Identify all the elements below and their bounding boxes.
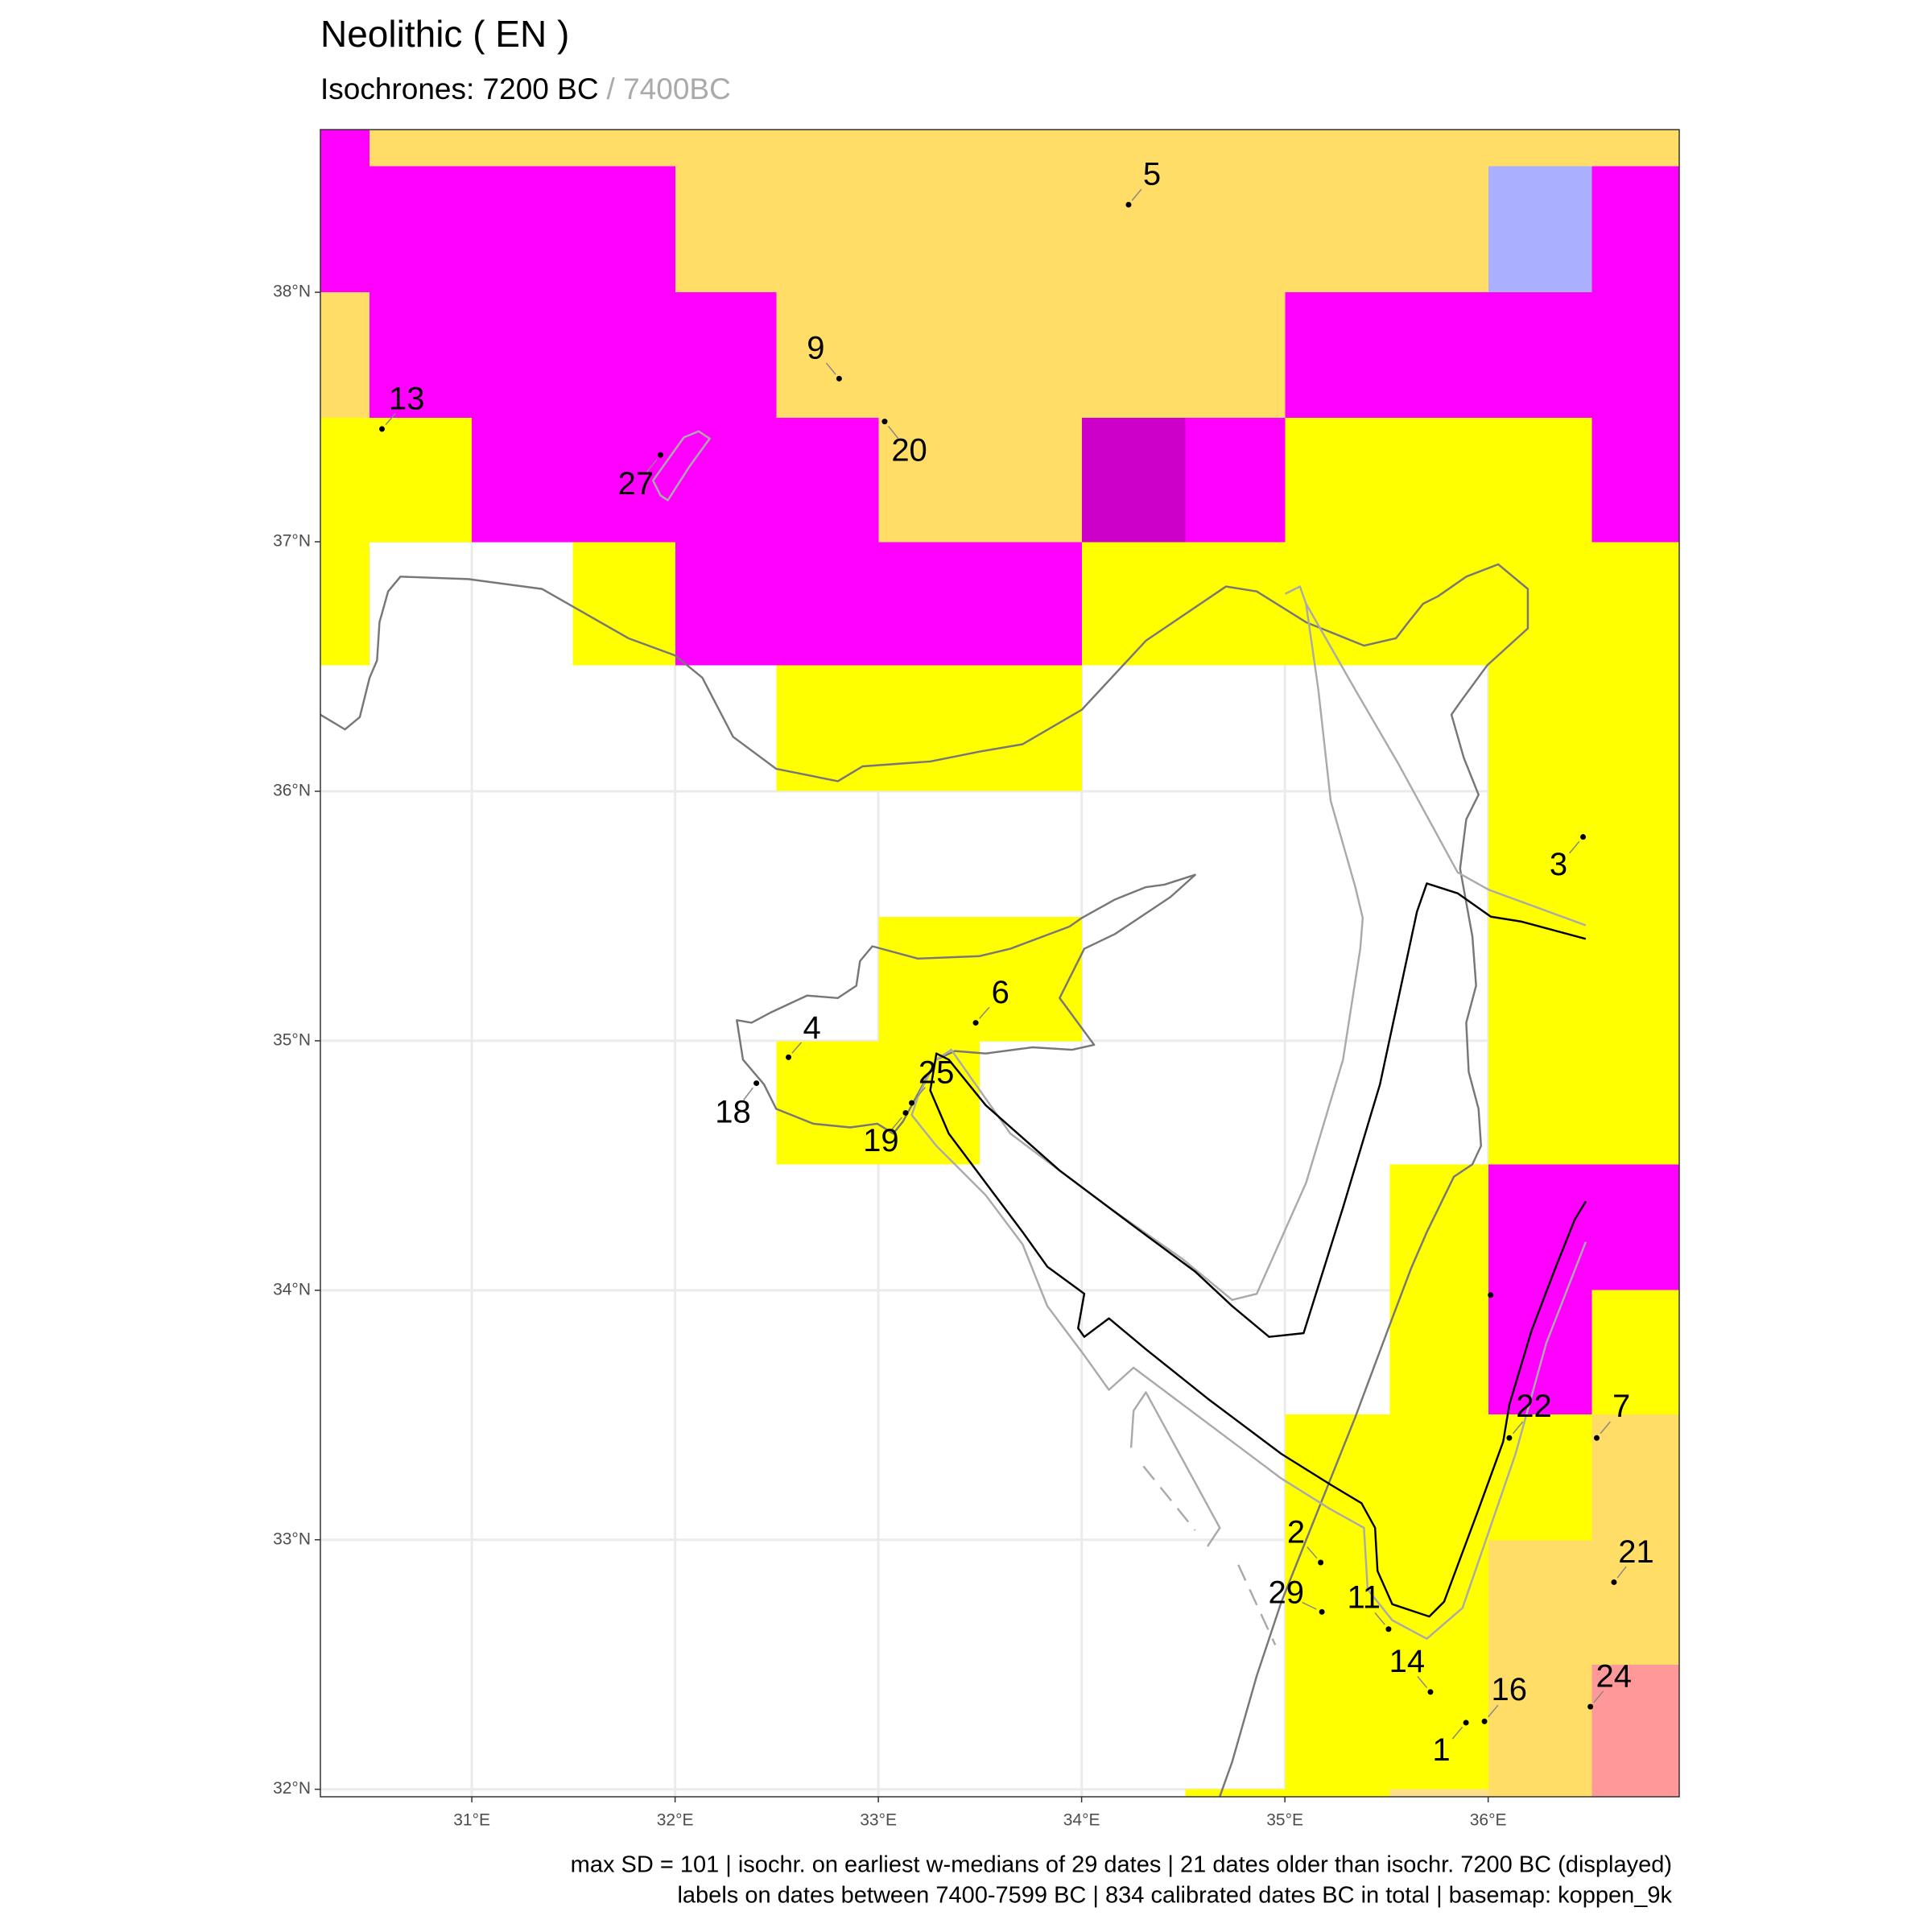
isochrone-secondary — [1129, 1391, 1221, 1547]
y-tick-label: 37°N — [273, 532, 311, 551]
label-leader — [791, 1042, 803, 1054]
label-leader — [1307, 1546, 1318, 1559]
site-point — [1580, 834, 1587, 840]
point-label: 22 — [1516, 1389, 1552, 1424]
site-point — [1488, 1292, 1494, 1298]
caption-line: labels on dates between 7400-7599 BC | 8… — [677, 1883, 1672, 1909]
point-label: 5 — [1143, 157, 1161, 192]
label-leader — [1302, 1601, 1317, 1610]
point-label: 18 — [715, 1094, 751, 1129]
x-tick-label: 33°E — [860, 1811, 897, 1830]
label-leader — [1451, 1726, 1463, 1740]
label-leader — [1600, 1421, 1611, 1435]
site-point — [1427, 1689, 1434, 1695]
label-leader — [743, 1087, 753, 1101]
island-outline — [651, 430, 711, 502]
point-label: 1 — [1432, 1732, 1450, 1768]
panel-border — [320, 129, 1680, 1798]
site-point — [1611, 1579, 1617, 1585]
site-point — [1481, 1718, 1488, 1724]
subtitle-main: Isochrones: 7200 BC — [320, 72, 599, 105]
x-tick-label: 31°E — [453, 1811, 490, 1830]
label-leader — [1488, 1704, 1499, 1718]
point-label: 24 — [1596, 1658, 1632, 1694]
label-leader — [1593, 1690, 1604, 1703]
subtitle-secondary: / 7400BC — [607, 72, 731, 105]
point-label: 27 — [618, 466, 654, 502]
isochrone-secondary — [1305, 603, 1587, 927]
point-label: 9 — [807, 331, 824, 366]
site-point — [1318, 1559, 1324, 1566]
site-point — [881, 419, 888, 425]
label-leader — [1569, 840, 1580, 854]
label-leader — [887, 425, 899, 440]
point-label: 16 — [1491, 1672, 1527, 1707]
site-point — [1385, 1626, 1392, 1633]
point-label: 21 — [1618, 1534, 1654, 1570]
isochrone-secondary — [1142, 1465, 1277, 1645]
point-label: 20 — [891, 432, 927, 468]
y-tick-label: 35°N — [273, 1030, 311, 1049]
label-leader — [385, 413, 396, 426]
label-leader — [979, 1006, 990, 1019]
label-leader — [646, 459, 658, 473]
chart-subtitle: Isochrones: 7200 BC/ 7400BC — [320, 72, 731, 105]
point-label: 2 — [1287, 1514, 1305, 1550]
site-point — [902, 1109, 909, 1116]
label-leader — [1417, 1675, 1428, 1689]
point-label: 19 — [863, 1123, 899, 1158]
cyprus-coast — [736, 873, 1196, 1135]
point-label: 7 — [1612, 1389, 1630, 1424]
site-point — [1463, 1719, 1469, 1726]
label-leader — [914, 1087, 926, 1100]
point-label: 11 — [1348, 1580, 1381, 1616]
site-point — [1593, 1435, 1600, 1441]
label-leader — [1374, 1612, 1385, 1625]
y-tick-label: 34°N — [273, 1280, 311, 1298]
x-tick-label: 32°E — [657, 1811, 694, 1830]
point-label: 29 — [1268, 1575, 1304, 1610]
x-tick-label: 36°E — [1470, 1811, 1507, 1830]
label-leader — [891, 1117, 902, 1130]
map-layers — [320, 130, 1679, 1797]
site-point — [1506, 1435, 1513, 1441]
site-point — [1587, 1703, 1594, 1710]
site-point — [753, 1080, 760, 1087]
site-point — [786, 1054, 792, 1060]
label-leader — [825, 362, 836, 375]
point-label: 4 — [803, 1010, 820, 1046]
site-point — [1319, 1608, 1325, 1615]
site-point — [379, 426, 386, 432]
points: 5 9 20 13 27 3 6 4 18 25 19 22 7 2 29 11 21 14 16 1 24 — [379, 157, 1654, 1768]
site-point — [836, 375, 842, 382]
point-label: 6 — [992, 975, 1009, 1010]
site-point — [657, 452, 663, 458]
caption-line: max SD = 101 | isochr. on earliest w-med… — [571, 1852, 1672, 1878]
point-label: 14 — [1389, 1644, 1426, 1679]
site-point — [909, 1100, 915, 1106]
y-tick-label: 33°N — [273, 1530, 311, 1548]
label-leader — [1616, 1566, 1627, 1579]
point-label: 3 — [1550, 847, 1567, 882]
isochrone-main — [929, 882, 1587, 1618]
y-tick-label: 36°N — [273, 782, 311, 800]
y-tick-label: 32°N — [273, 1779, 311, 1798]
basemap-lines — [320, 430, 1587, 1797]
label-leader — [1131, 188, 1142, 201]
site-point — [1125, 201, 1132, 208]
x-tick-label: 34°E — [1063, 1811, 1100, 1830]
raster — [320, 130, 1679, 1797]
point-label: 25 — [919, 1055, 955, 1090]
chart-title: Neolithic ( EN ) — [320, 13, 569, 55]
label-leader — [1512, 1421, 1524, 1435]
site-point — [972, 1020, 979, 1026]
isochrone-secondary — [910, 585, 1587, 1640]
x-tick-label: 35°E — [1266, 1811, 1303, 1830]
y-tick-label: 38°N — [273, 283, 311, 301]
coastline — [320, 563, 1530, 1797]
point-label: 13 — [389, 381, 425, 416]
